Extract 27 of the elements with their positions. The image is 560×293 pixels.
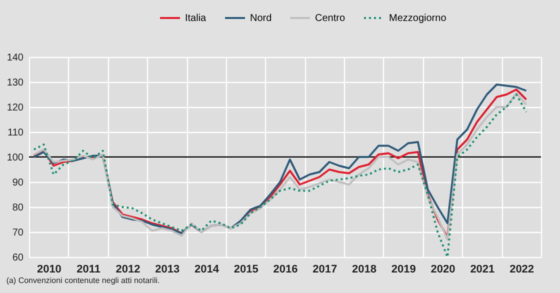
- x-tick-label: 2017: [312, 264, 338, 276]
- text: (a) Convenzioni contenute negli atti notarili.: [6, 276, 160, 285]
- y-tick-label: 120: [6, 102, 24, 114]
- x-tick-label: 2021: [470, 264, 495, 276]
- x-tick-label: 2013: [155, 264, 180, 276]
- legend-label: Mezzogiorno: [389, 13, 447, 24]
- x-tick-label: 2014: [194, 264, 220, 276]
- x-tick-label: 2018: [352, 264, 377, 276]
- x-tick-label: 2012: [116, 264, 140, 276]
- y-tick-label: 60: [12, 252, 24, 264]
- x-tick-label: 2022: [510, 264, 534, 276]
- x-tick-label: 2016: [273, 264, 298, 276]
- legend-label: Centro: [315, 13, 346, 24]
- y-tick-label: 130: [6, 78, 24, 88]
- y-tick-label: 90: [12, 178, 24, 188]
- x-tick-label: 2019: [391, 264, 416, 276]
- legend-label: Nord: [250, 13, 272, 24]
- y-tick-label: 110: [8, 128, 24, 138]
- y-tick-label: 70: [12, 228, 24, 238]
- y-tick-label: 140: [6, 52, 24, 64]
- x-tick-label: 2020: [430, 264, 456, 276]
- x-tick-label: 2010: [36, 264, 62, 276]
- x-tick-label: 2011: [76, 264, 101, 276]
- legend-label: Italia: [185, 13, 207, 24]
- y-tick-label: 100: [6, 152, 24, 164]
- y-tick-label: 80: [12, 202, 24, 214]
- x-tick-label: 2015: [234, 264, 258, 276]
